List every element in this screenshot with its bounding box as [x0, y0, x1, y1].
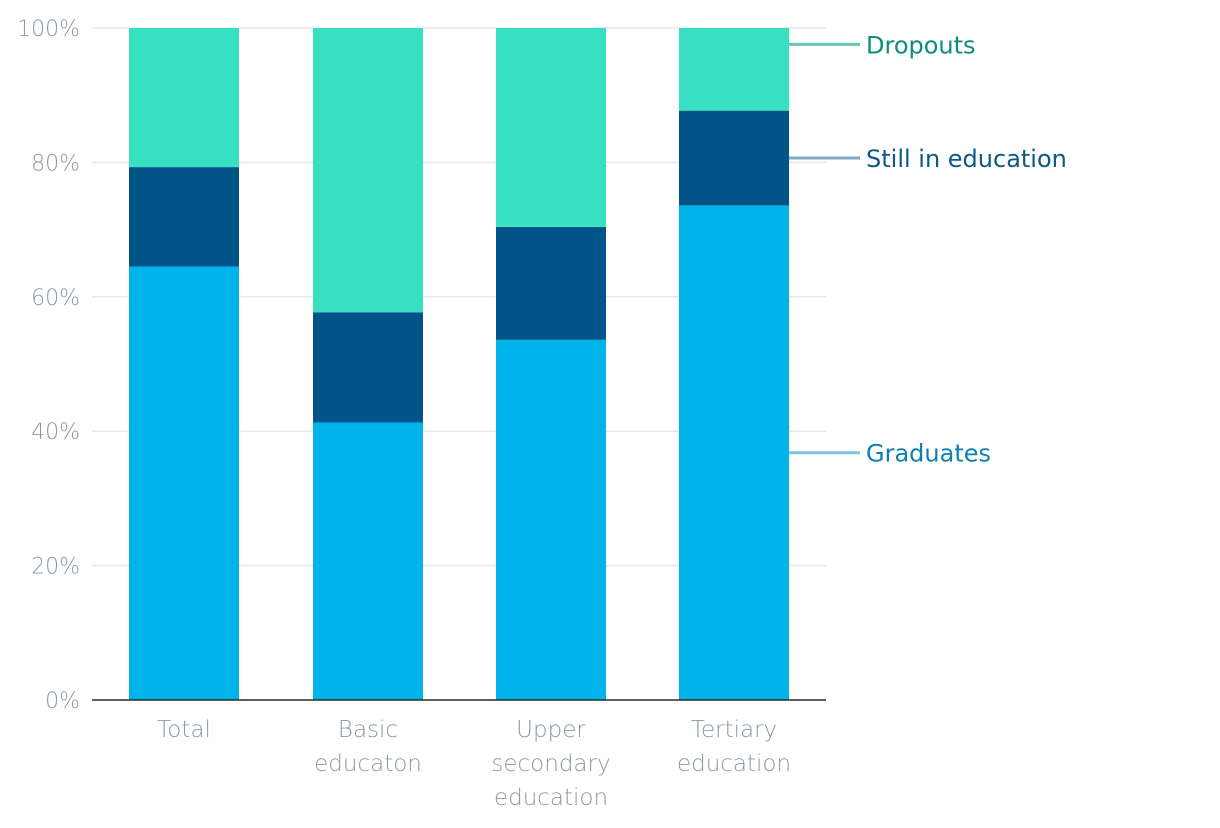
bar-segment-dropouts [313, 28, 423, 313]
legend: Dropouts Still in education Graduates [789, 31, 1067, 468]
legend-label: Dropouts [866, 31, 976, 59]
bar-segment-dropouts [129, 28, 239, 168]
bar-segment-dropouts [679, 28, 789, 111]
y-tick-label: 80% [31, 151, 80, 176]
bar-segment-dropouts [496, 28, 606, 227]
x-category-label: secondary [491, 751, 610, 777]
bar-segment-still-in-education [129, 167, 239, 267]
y-tick-label: 0% [45, 689, 80, 714]
y-tick-label: 20% [31, 555, 80, 580]
x-category-label: education [494, 785, 608, 811]
bar-segment-still-in-education [496, 226, 606, 340]
legend-label: Still in education [866, 145, 1067, 173]
legend-label: Graduates [866, 440, 991, 468]
y-tick-label: 40% [31, 420, 80, 445]
bars [129, 28, 789, 700]
x-category-label: educaton [314, 751, 422, 777]
x-category-label: Total [157, 717, 211, 743]
y-tick-label: 100% [17, 17, 80, 42]
y-axis-ticks: 0% 20% 40% 60% 80% 100% [17, 17, 80, 714]
bar-segment-graduates [496, 339, 606, 700]
bar-segment-graduates [129, 266, 239, 700]
x-category-label: Basic [338, 717, 398, 743]
bar-segment-graduates [679, 205, 789, 700]
bar-segment-still-in-education [679, 110, 789, 206]
y-tick-label: 60% [31, 286, 80, 311]
x-category-label: education [677, 751, 791, 777]
x-category-label: Upper [516, 717, 586, 743]
bar-segment-still-in-education [313, 312, 423, 423]
x-category-label: Tertiary [691, 717, 777, 743]
bar-segment-graduates [313, 422, 423, 700]
x-axis-labels: Total Basic educaton Upper secondary educatio… [157, 717, 791, 811]
